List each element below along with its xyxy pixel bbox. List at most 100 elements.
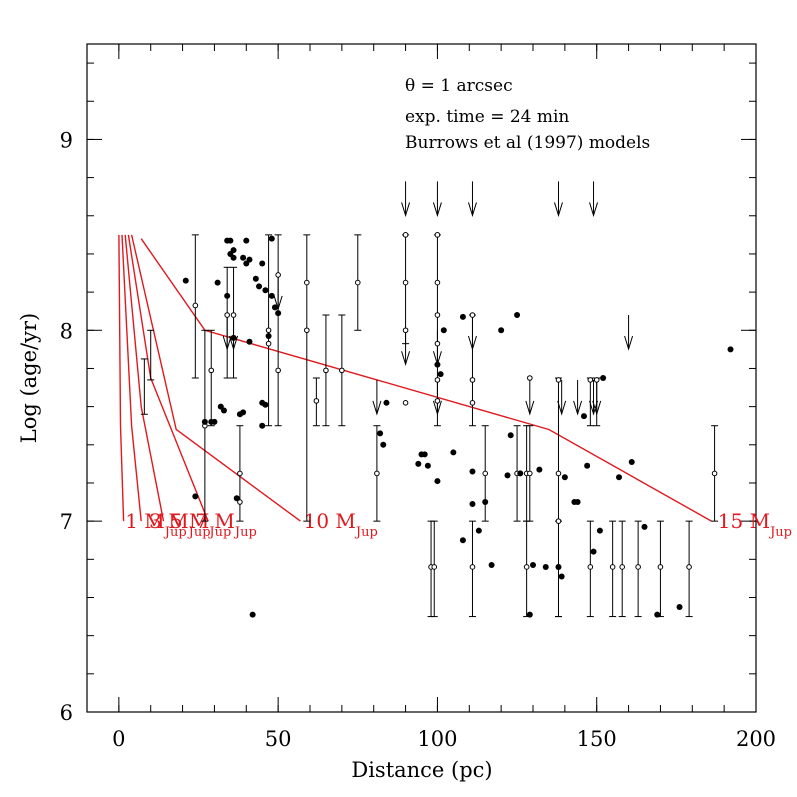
y-axis-label: Log (age/yr) [17, 313, 41, 443]
filled-point [542, 563, 549, 570]
open-point [323, 367, 329, 374]
open-point [304, 327, 310, 334]
filled-point [220, 407, 227, 414]
filled-point [214, 279, 221, 286]
model-curve-label: 15 MJup [718, 509, 792, 540]
filled-point [584, 462, 591, 469]
open-point [434, 377, 441, 383]
filled-point [450, 449, 457, 456]
y-tick-label: 6 [60, 701, 73, 725]
open-point [275, 272, 281, 278]
filled-point [262, 401, 269, 408]
y-tick-label: 9 [60, 128, 73, 152]
open-point [434, 312, 441, 318]
open-point [275, 367, 281, 374]
filled-point [259, 260, 266, 267]
open-point [523, 564, 530, 570]
open-point [431, 564, 438, 570]
open-point [434, 279, 441, 286]
upper-limit-arrow-head [372, 400, 382, 416]
open-point [237, 499, 243, 505]
filled-point [230, 334, 237, 341]
upper-limit-arrow-head [592, 400, 602, 416]
open-point [402, 327, 409, 334]
filled-point [249, 611, 256, 618]
filled-point [590, 548, 597, 555]
filled-point [240, 409, 247, 416]
plot-frame [86, 43, 757, 713]
filled-point [230, 254, 237, 261]
open-point [434, 398, 441, 404]
open-point [313, 398, 320, 404]
filled-point [434, 478, 441, 485]
filled-point [498, 327, 505, 334]
filled-point [676, 604, 683, 611]
upper-limit-arrow-head [525, 400, 535, 416]
filled-point [275, 310, 282, 317]
open-point [555, 470, 562, 477]
filled-point [654, 611, 661, 618]
filled-point [616, 474, 623, 481]
model-curve-label-subscript: Jup [354, 525, 378, 540]
open-point [192, 302, 199, 309]
filled-point [240, 254, 247, 261]
filled-point [230, 247, 237, 254]
open-point [237, 470, 243, 477]
upper-limit-arrow-head [222, 335, 232, 351]
open-point [354, 279, 361, 286]
model-curves [118, 234, 712, 522]
filled-point [558, 573, 565, 580]
upper-limit-arrow-head [589, 202, 599, 218]
open-point [224, 312, 230, 318]
filled-point [268, 235, 275, 242]
filled-point [482, 499, 489, 506]
model-curve [130, 234, 301, 522]
model-curve [118, 234, 125, 522]
upper-limits [222, 181, 634, 416]
error-bars [140, 234, 719, 618]
open-point [469, 564, 476, 570]
filled-point [224, 292, 231, 299]
filled-point [252, 275, 259, 282]
open-point [265, 327, 272, 334]
open-point [657, 564, 664, 570]
filled-point [580, 413, 587, 420]
open-point [374, 470, 380, 477]
filled-point [434, 361, 441, 368]
open-point [265, 340, 272, 347]
filled-point [259, 422, 266, 429]
upper-limit-arrow-head [467, 335, 477, 351]
filled-point [507, 432, 514, 439]
upper-limit-arrow-head [432, 202, 442, 218]
filled-point [415, 460, 422, 467]
annotation-exptime: exp. time = 24 min [405, 107, 569, 127]
open-point [339, 367, 345, 374]
tick-labels: 0 50 100 150 200 6 7 8 9 [60, 128, 776, 751]
x-tick-label: 150 [577, 727, 617, 751]
open-point [609, 564, 616, 570]
annotation-models: Burrows et al (1997) models [405, 133, 650, 153]
open-point [555, 518, 562, 524]
open-point [434, 232, 441, 238]
model-curve-label-subscript: Jup [233, 525, 257, 540]
filled-point [514, 312, 521, 319]
filled-point [727, 346, 734, 353]
filled-point [227, 237, 234, 244]
model-curve-label-subscript: Jup [768, 525, 792, 540]
filled-points [182, 235, 734, 618]
filled-point [377, 430, 384, 437]
filled-point [530, 562, 536, 569]
filled-point [574, 499, 581, 506]
y-tick-label: 8 [60, 319, 73, 343]
filled-point [265, 333, 272, 340]
filled-point [526, 611, 533, 618]
open-point [434, 340, 441, 347]
filled-point [268, 292, 275, 299]
model-curve-label-subscript: Jup [207, 525, 231, 540]
filled-point [628, 458, 635, 465]
filled-point [440, 327, 447, 334]
filled-point [517, 470, 524, 477]
open-point [587, 377, 594, 383]
filled-point [256, 283, 263, 290]
